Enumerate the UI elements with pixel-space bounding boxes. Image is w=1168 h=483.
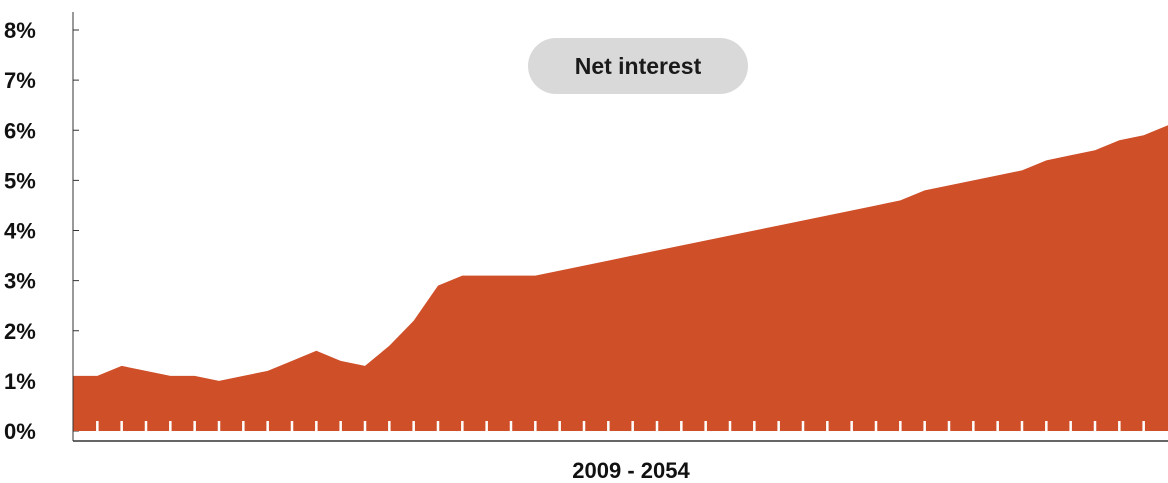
y-tick-label: 1% — [4, 369, 36, 394]
y-tick-label: 6% — [4, 118, 36, 143]
y-tick-label: 8% — [4, 18, 36, 43]
y-tick-label: 4% — [4, 219, 36, 244]
area-layer — [73, 125, 1168, 432]
y-tick-label: 0% — [4, 419, 36, 444]
x-axis-label: 2009 - 2054 — [572, 458, 690, 483]
y-axis-tick-labels: 0% 1% 2% 3% 4% 5% 6% 7% 8% — [4, 18, 79, 444]
legend-pill-background — [528, 38, 748, 94]
y-tick-label: 3% — [4, 269, 36, 294]
net-interest-area — [73, 125, 1168, 432]
y-tick-label: 5% — [4, 168, 36, 193]
legend-series-name: Net interest — [575, 53, 702, 79]
legend-pill: Net interest — [528, 38, 748, 94]
x-axis-tick-marks — [96, 421, 1145, 431]
y-tick-label: 2% — [4, 319, 36, 344]
y-tick-label: 7% — [4, 68, 36, 93]
